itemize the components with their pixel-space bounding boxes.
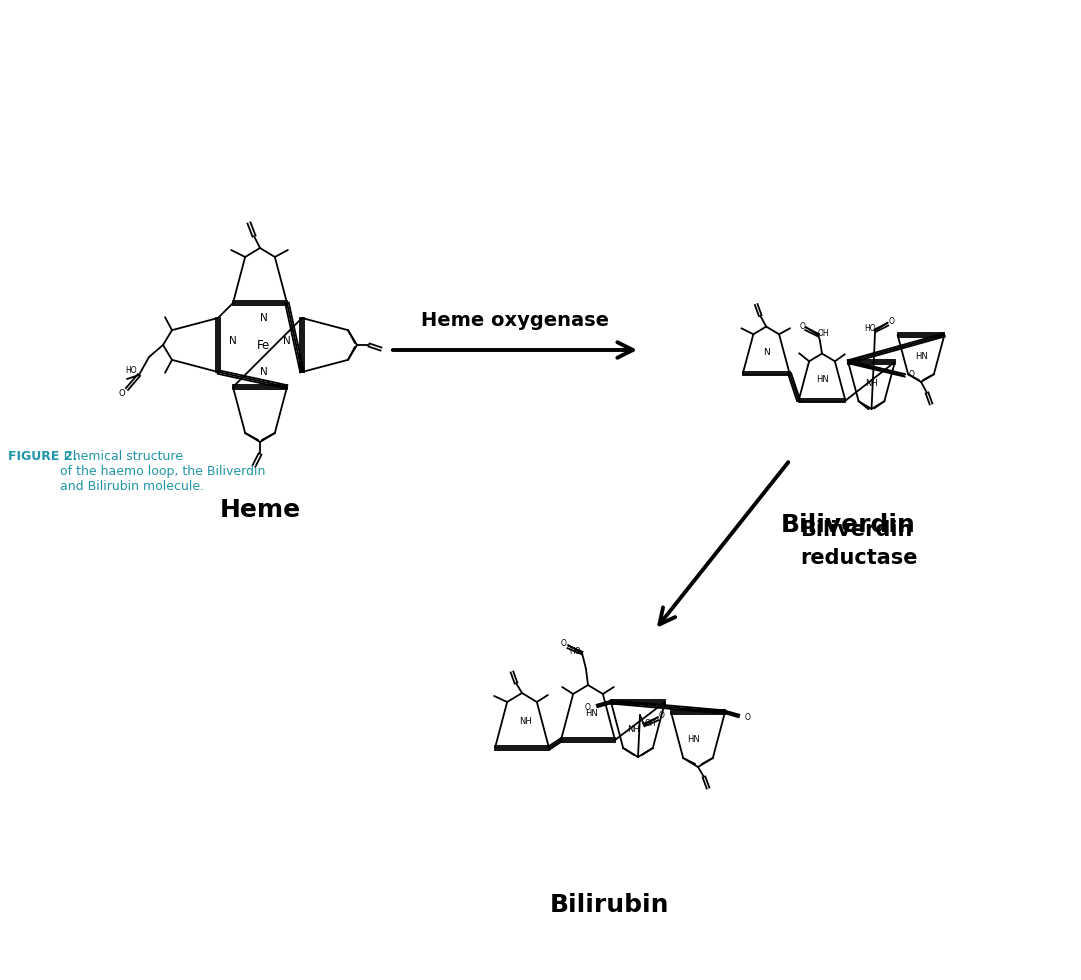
- Text: reductase: reductase: [800, 548, 918, 568]
- Text: Chemical structure
of the haemo loop, the Biliverdin
and Bilirubin molecule.: Chemical structure of the haemo loop, th…: [61, 450, 265, 493]
- Text: N: N: [283, 336, 291, 346]
- Text: HO: HO: [125, 366, 137, 375]
- Text: NH: NH: [865, 379, 878, 388]
- Text: O: O: [799, 321, 805, 330]
- Text: N: N: [261, 313, 268, 322]
- Text: O: O: [585, 703, 591, 711]
- Text: HN: HN: [586, 709, 599, 717]
- Text: N: N: [229, 336, 237, 346]
- Text: O: O: [119, 388, 125, 398]
- Text: O: O: [659, 710, 665, 719]
- Text: O: O: [745, 712, 751, 721]
- Text: OH: OH: [817, 329, 829, 338]
- Text: NH: NH: [628, 724, 640, 733]
- Text: Fe: Fe: [257, 338, 270, 352]
- Text: N: N: [763, 348, 770, 357]
- Text: Bilirubin: Bilirubin: [550, 893, 670, 917]
- Text: O: O: [889, 318, 894, 326]
- Text: OH: OH: [645, 718, 656, 727]
- Text: HN: HN: [915, 352, 927, 361]
- Text: HO: HO: [865, 324, 876, 333]
- Text: NH: NH: [520, 716, 532, 725]
- Text: Heme: Heme: [219, 498, 301, 522]
- Text: HO: HO: [570, 647, 580, 656]
- Text: N: N: [261, 368, 268, 377]
- Text: Heme oxygenase: Heme oxygenase: [421, 311, 609, 329]
- Text: Biliverdin: Biliverdin: [780, 513, 916, 537]
- Text: HN: HN: [816, 374, 828, 383]
- Text: O: O: [561, 639, 566, 648]
- Text: FIGURE 2.: FIGURE 2.: [8, 450, 77, 463]
- Text: Biliverdin: Biliverdin: [800, 520, 912, 540]
- Text: O: O: [909, 369, 915, 379]
- Text: HN: HN: [688, 734, 700, 744]
